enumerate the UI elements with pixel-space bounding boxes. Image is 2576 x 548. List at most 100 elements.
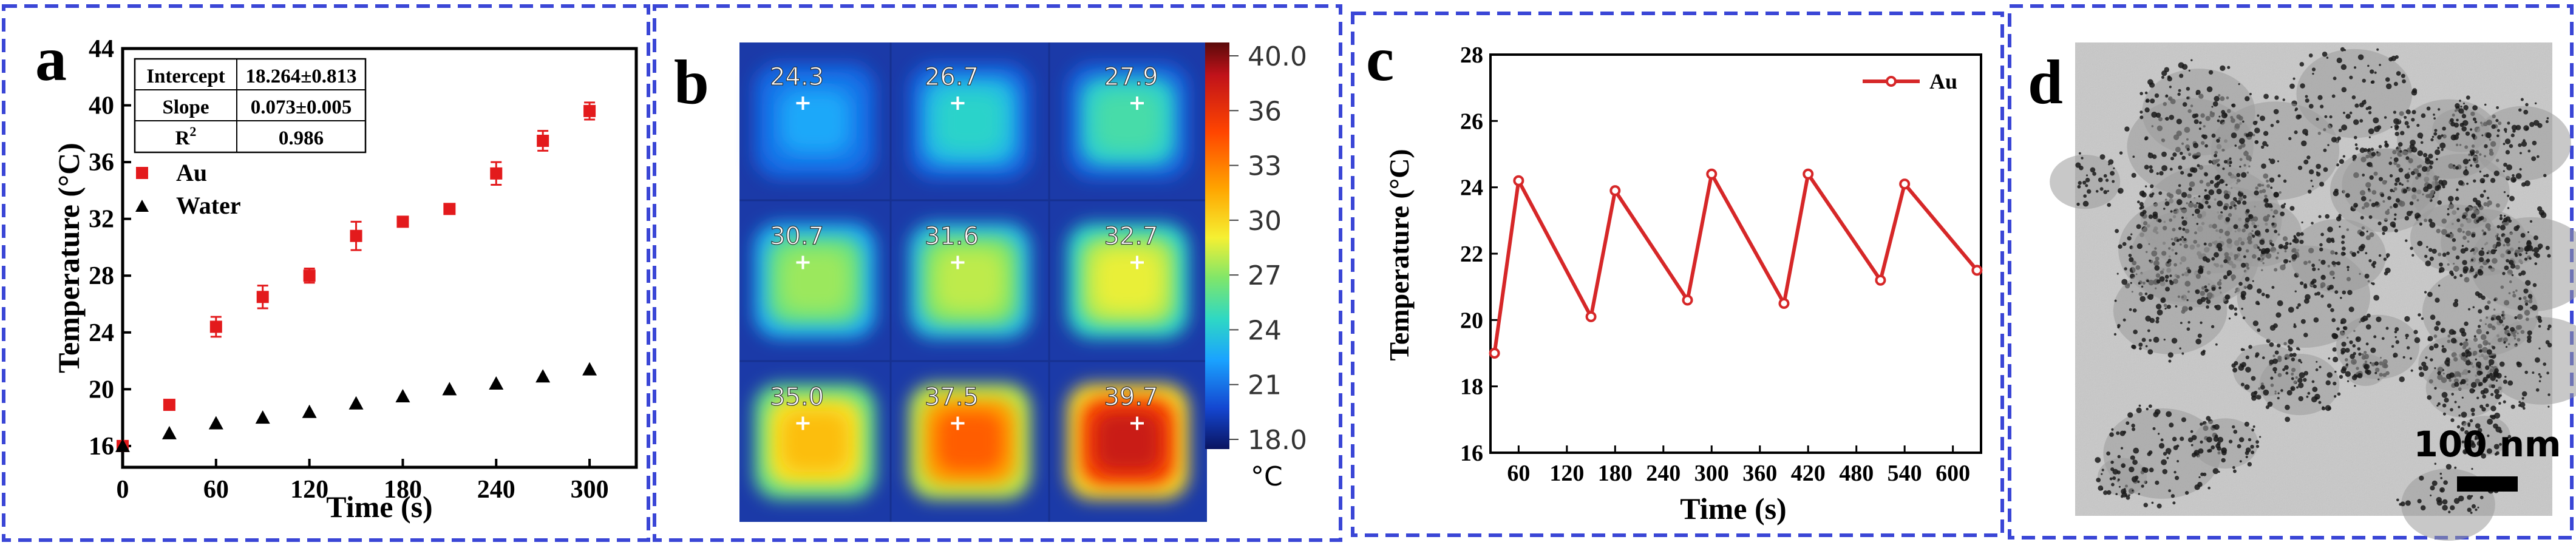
nanoparticle <box>2470 266 2473 269</box>
nanoparticle <box>2187 173 2192 177</box>
nanoparticle <box>2499 319 2504 323</box>
nanoparticle <box>2373 294 2379 301</box>
nanoparticle <box>2319 365 2322 368</box>
nanoparticle <box>2503 170 2506 172</box>
nanoparticle <box>2175 252 2178 255</box>
nanoparticle <box>2087 189 2092 194</box>
thermal-spot-core <box>781 91 849 152</box>
panel-b-letter: b <box>674 47 709 117</box>
nanoparticle <box>2261 293 2265 297</box>
nanoparticle <box>2254 190 2259 196</box>
nanoparticle <box>2141 337 2146 342</box>
nanoparticle <box>2296 306 2299 310</box>
nanoparticle <box>2442 252 2447 257</box>
nanoparticle <box>2507 194 2510 197</box>
nanoparticle <box>2312 279 2317 283</box>
nanoparticle <box>2524 180 2530 186</box>
nanoparticle <box>2347 266 2350 269</box>
nanoparticle <box>2303 159 2309 164</box>
nanoparticle <box>2186 87 2190 91</box>
nanoparticle <box>2204 172 2209 177</box>
nanoparticle <box>2387 195 2391 200</box>
panel-a-border <box>2 4 650 542</box>
nanoparticle <box>2115 229 2119 234</box>
chart-c-legend: Au <box>1863 69 1957 93</box>
series-au-point <box>1706 168 1718 180</box>
nanoparticle <box>2280 211 2285 217</box>
nanoparticle <box>2478 325 2481 328</box>
x-tick-label: 180 <box>1598 461 1633 486</box>
nanoparticle <box>2377 222 2382 226</box>
nanoparticle <box>2206 258 2211 263</box>
nanoparticle <box>2441 134 2444 137</box>
nanoparticle <box>2481 247 2484 250</box>
nanoparticle <box>2483 377 2488 382</box>
nanoparticle <box>2296 386 2299 389</box>
nanoparticle <box>2461 113 2467 119</box>
nanoparticle <box>2384 140 2388 144</box>
nanoparticle <box>2427 183 2433 189</box>
nanoparticle <box>2535 388 2540 392</box>
nanoparticle <box>2500 225 2506 231</box>
fit-table-value: 18.264±0.813 <box>245 66 356 87</box>
nanoparticle <box>2447 212 2450 216</box>
nanoparticle <box>2133 447 2139 454</box>
nanoparticle <box>2318 215 2322 218</box>
nanoparticle <box>2399 150 2402 153</box>
nanoparticle <box>2300 319 2306 324</box>
nanoparticle <box>2517 305 2523 311</box>
x-tick-label: 60 <box>1507 461 1530 486</box>
nanoparticle <box>2425 260 2432 266</box>
nanoparticle <box>2261 163 2266 169</box>
nanoparticle <box>2365 252 2368 255</box>
nanoparticle <box>2205 297 2209 300</box>
nanoparticle <box>2332 347 2337 352</box>
nanoparticle <box>2257 328 2261 333</box>
nanoparticle <box>2349 75 2353 79</box>
nanoparticle <box>2510 263 2516 269</box>
nanoparticle <box>2112 476 2116 481</box>
nanoparticle <box>2509 144 2513 148</box>
nanoparticle <box>2186 147 2190 151</box>
nanoparticle <box>2298 396 2304 402</box>
nanoparticle <box>2394 55 2399 59</box>
scale-bar <box>2457 476 2518 492</box>
nanoparticle <box>2215 175 2220 180</box>
nanoparticle <box>2303 333 2308 337</box>
nanoparticle <box>2461 379 2466 384</box>
nanoparticle <box>2396 498 2399 502</box>
nanoparticle <box>2479 171 2482 173</box>
nanoparticle <box>2121 279 2128 285</box>
nanoparticle <box>2394 213 2397 216</box>
nanoparticle <box>2486 331 2489 334</box>
nanoparticle <box>2172 152 2177 157</box>
legend-au-marker <box>1886 76 1897 87</box>
nanoparticle <box>2421 113 2426 118</box>
nanoparticle <box>2270 205 2273 208</box>
nanoparticle <box>2461 214 2467 219</box>
nanoparticle <box>2516 225 2520 229</box>
nanoparticle <box>2411 254 2415 257</box>
nanoparticle <box>2503 214 2506 217</box>
nanoparticle <box>2427 336 2433 342</box>
nanoparticle <box>2437 371 2441 376</box>
nanoparticle <box>2518 272 2522 277</box>
nanoparticle <box>2367 188 2370 191</box>
nanoparticle <box>2441 347 2447 353</box>
nanoparticle <box>2458 405 2461 408</box>
nanoparticle <box>2155 480 2160 485</box>
nanoparticle <box>2499 442 2502 446</box>
nanoparticle <box>2341 341 2347 347</box>
nanoparticle <box>2324 115 2328 118</box>
nanoparticle <box>2233 430 2238 434</box>
nanoparticle <box>2081 157 2084 160</box>
nanoparticle <box>2282 368 2285 371</box>
nanoparticle <box>2273 192 2279 197</box>
nanoparticle <box>2470 382 2477 388</box>
nanoparticle <box>2495 393 2501 399</box>
nanoparticle <box>2083 194 2087 198</box>
series-au-point <box>1875 274 1886 286</box>
nanoparticle <box>2450 134 2457 141</box>
nanoparticle <box>2211 134 2216 138</box>
nanoparticle <box>2504 265 2509 271</box>
